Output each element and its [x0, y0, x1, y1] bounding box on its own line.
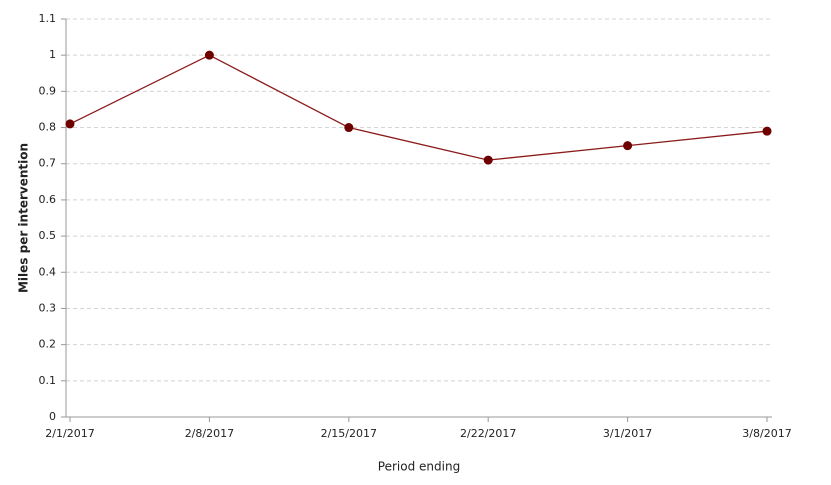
y-tick-label: 0.6: [39, 193, 57, 206]
y-tick-label: 0: [49, 410, 56, 423]
y-tick-label: 0.2: [39, 338, 57, 351]
y-tick-label: 0.1: [39, 374, 57, 387]
data-point: [344, 123, 354, 133]
x-tick-label: 2/8/2017: [185, 427, 234, 440]
x-tick-label: 3/8/2017: [742, 427, 791, 440]
data-point: [762, 126, 772, 136]
data-line: [69, 54, 768, 161]
y-tick-label: 0.3: [39, 301, 57, 314]
x-tick-label: 2/15/2017: [321, 427, 377, 440]
x-tick-label: 2/22/2017: [460, 427, 516, 440]
data-point: [623, 141, 633, 151]
y-tick-label: 0.9: [39, 84, 57, 97]
data-point: [65, 119, 75, 129]
y-tick-label: 0.7: [39, 157, 57, 170]
y-tick-label: 1: [49, 48, 56, 61]
x-axis-title: Period ending: [378, 460, 460, 474]
data-point: [204, 50, 214, 60]
y-axis-title: Miles per intervention: [17, 143, 31, 293]
y-tick-label: 0.5: [39, 229, 57, 242]
x-tick-label: 2/1/2017: [45, 427, 94, 440]
x-tick-label: 3/1/2017: [603, 427, 652, 440]
y-tick-label: 0.4: [39, 265, 57, 278]
y-tick-label: 1.1: [39, 12, 57, 25]
data-point: [483, 155, 493, 165]
y-tick-label: 0.8: [39, 121, 57, 134]
